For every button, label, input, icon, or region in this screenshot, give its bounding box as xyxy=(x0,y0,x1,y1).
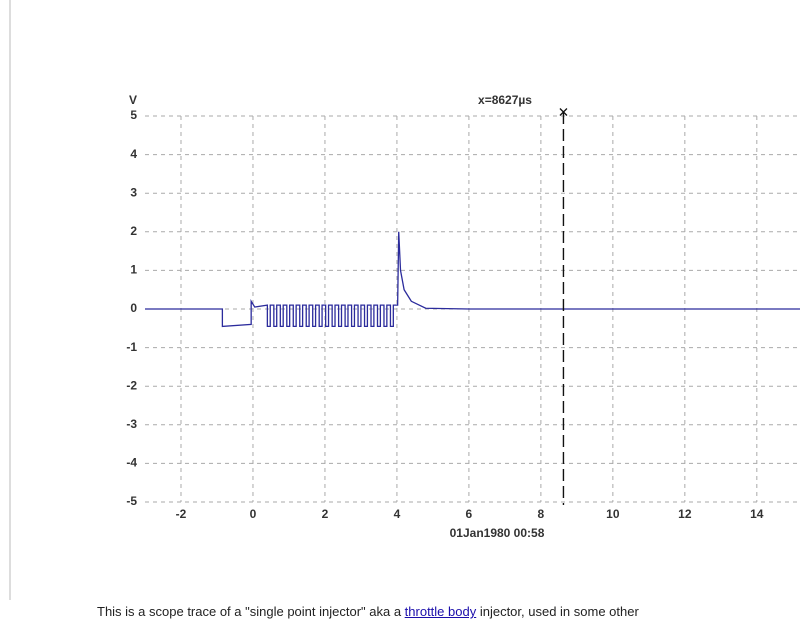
x-tick-label: 8 xyxy=(538,507,545,521)
x-tick-label: 14 xyxy=(750,507,764,521)
x-tick-label: -2 xyxy=(176,507,187,521)
y-tick-label: -2 xyxy=(126,378,137,392)
y-tick-label: 1 xyxy=(130,263,137,277)
y-tick-label: 0 xyxy=(130,301,137,315)
y-tick-label: -3 xyxy=(126,417,137,431)
y-tick-label: -1 xyxy=(126,340,137,354)
y-tick-label: 5 xyxy=(130,108,137,122)
y-tick-label: 4 xyxy=(130,147,137,161)
timestamp: 01Jan1980 00:58 xyxy=(450,526,545,540)
x-tick-label: 12 xyxy=(678,507,692,521)
x-tick-label: 2 xyxy=(322,507,329,521)
caption: This is a scope trace of a "single point… xyxy=(97,604,639,619)
trace xyxy=(145,231,800,328)
y-tick-label: 3 xyxy=(130,185,137,199)
cursor-label: x=8627µs xyxy=(478,93,532,107)
cursor-marker xyxy=(559,108,568,116)
y-axis-unit: V xyxy=(129,93,137,107)
x-tick-label: 6 xyxy=(466,507,473,521)
y-tick-label: 2 xyxy=(130,224,137,238)
y-tick-label: -5 xyxy=(126,494,137,508)
y-tick-label: -4 xyxy=(126,456,137,470)
caption-text: injector, used in some other xyxy=(476,604,639,619)
x-tick-label: 4 xyxy=(394,507,401,521)
x-tick-label: 0 xyxy=(250,507,257,521)
link[interactable]: throttle body xyxy=(404,604,477,619)
x-tick-label: 10 xyxy=(606,507,620,521)
caption-text: This is a scope trace of a "single point… xyxy=(97,604,405,619)
